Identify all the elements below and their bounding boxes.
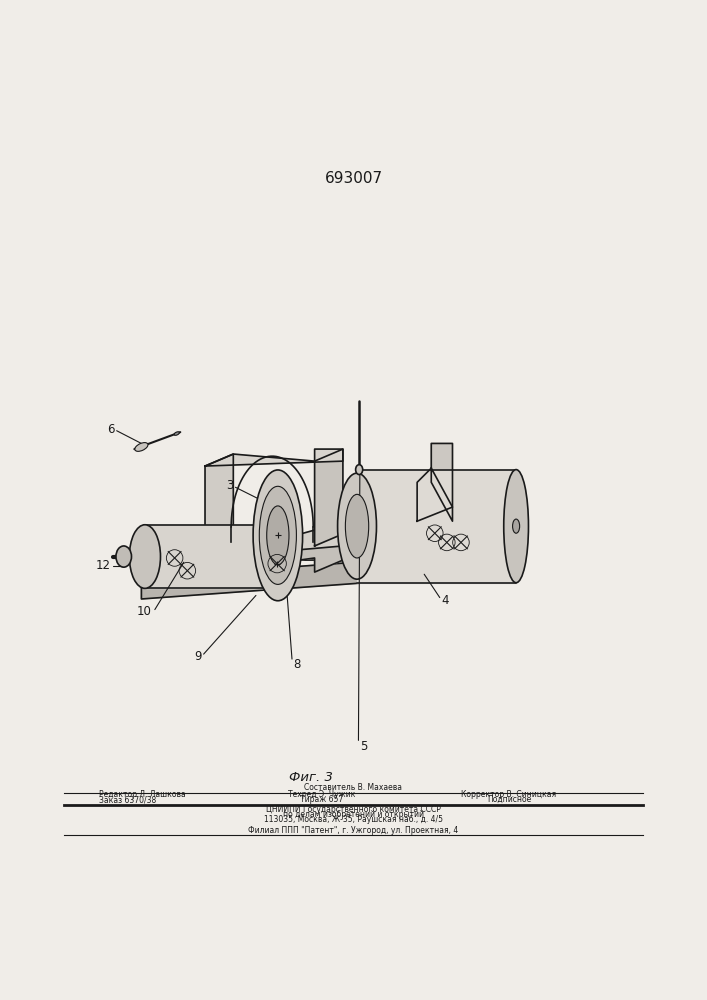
- Text: 4: 4: [442, 594, 450, 607]
- Ellipse shape: [356, 465, 363, 475]
- Polygon shape: [403, 537, 491, 574]
- Polygon shape: [431, 468, 452, 521]
- Text: Редактор Л. Лашкова: Редактор Л. Лашкова: [99, 790, 186, 799]
- Text: ЦНИИПИ Государственного комитета СССР: ЦНИИПИ Государственного комитета СССР: [266, 805, 441, 814]
- Text: 693007: 693007: [325, 171, 382, 186]
- Polygon shape: [205, 454, 233, 558]
- Text: по делам изобретений и открытий: по делам изобретений и открытий: [283, 810, 424, 819]
- Ellipse shape: [345, 494, 369, 558]
- Ellipse shape: [267, 506, 289, 565]
- Ellipse shape: [338, 473, 376, 579]
- Text: 8: 8: [293, 658, 300, 671]
- Ellipse shape: [503, 470, 528, 583]
- Polygon shape: [357, 470, 516, 583]
- Ellipse shape: [116, 546, 132, 567]
- Polygon shape: [205, 546, 343, 572]
- Text: 5: 5: [361, 740, 368, 753]
- Ellipse shape: [513, 519, 520, 533]
- Ellipse shape: [253, 470, 303, 601]
- Polygon shape: [205, 449, 343, 466]
- Polygon shape: [315, 449, 343, 546]
- Text: Заказ 6370/38: Заказ 6370/38: [99, 795, 156, 804]
- Text: 3: 3: [226, 479, 233, 492]
- Text: 12: 12: [96, 559, 111, 572]
- Text: Корректор В. Синицкая: Корректор В. Синицкая: [462, 790, 556, 799]
- Ellipse shape: [174, 432, 180, 435]
- Polygon shape: [141, 493, 509, 578]
- Text: Фиг. 3: Фиг. 3: [289, 771, 333, 784]
- Polygon shape: [417, 443, 452, 521]
- Polygon shape: [403, 516, 491, 553]
- Polygon shape: [385, 493, 509, 581]
- Text: 10: 10: [137, 605, 152, 618]
- Text: Подписное: Подписное: [487, 795, 531, 804]
- Ellipse shape: [135, 443, 148, 451]
- Ellipse shape: [129, 525, 160, 588]
- Ellipse shape: [259, 486, 296, 584]
- Text: 6: 6: [107, 423, 115, 436]
- Text: Тираж 657: Тираж 657: [300, 795, 344, 804]
- Polygon shape: [145, 525, 272, 588]
- Text: 9: 9: [194, 650, 201, 663]
- Text: Составитель В. Махаева: Составитель В. Махаева: [305, 783, 402, 792]
- Text: Филиал ППП "Патент", г. Ужгород, ул. Проектная, 4: Филиал ППП "Патент", г. Ужгород, ул. Про…: [248, 826, 459, 835]
- Text: 113035, Москва, Ж-35, Раушская наб., д. 4/5: 113035, Москва, Ж-35, Раушская наб., д. …: [264, 815, 443, 824]
- Text: Техред Э. Чужик: Техред Э. Чужик: [288, 790, 356, 799]
- Polygon shape: [141, 560, 385, 599]
